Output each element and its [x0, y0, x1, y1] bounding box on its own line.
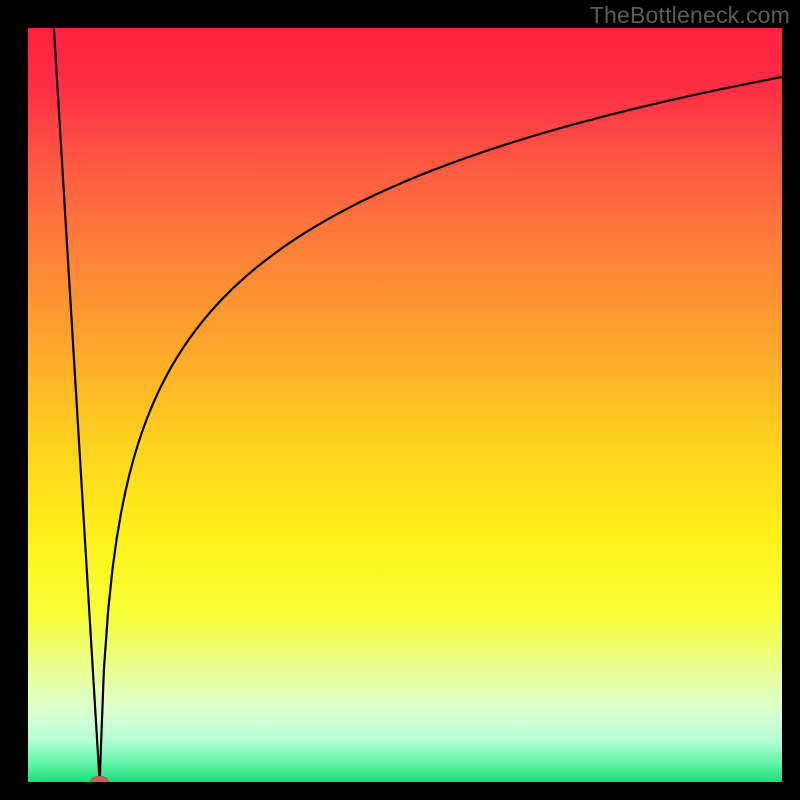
watermark-text: TheBottleneck.com [590, 2, 790, 29]
curve-left-branch [54, 28, 100, 782]
min-marker [91, 776, 109, 782]
curve-right-branch [100, 77, 782, 782]
chart-frame: TheBottleneck.com [0, 0, 800, 800]
bottleneck-chart [28, 28, 782, 782]
